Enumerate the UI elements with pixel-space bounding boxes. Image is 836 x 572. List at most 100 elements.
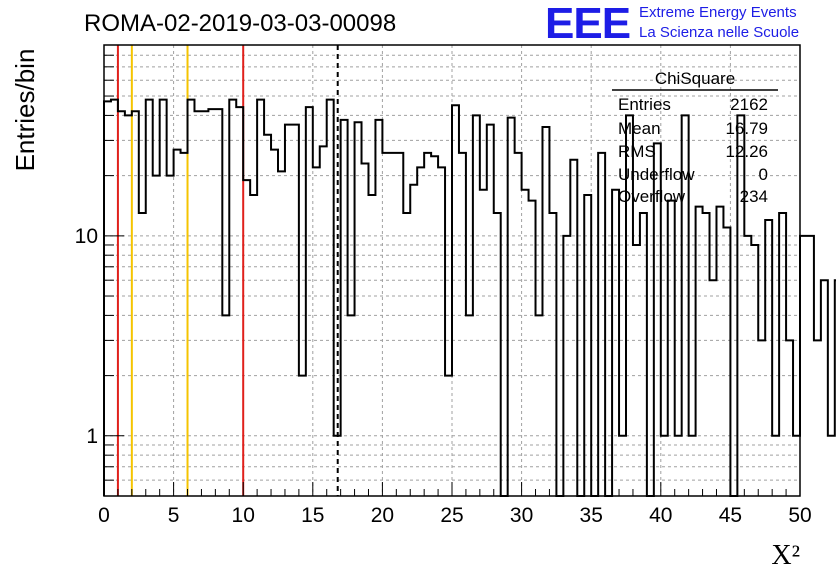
histogram-bin <box>619 436 626 496</box>
histogram-bin <box>257 100 264 496</box>
histogram-bin <box>229 100 236 496</box>
histogram-bin <box>779 213 786 496</box>
stats-label-mean: Mean <box>618 119 661 138</box>
histogram-bin <box>814 340 821 496</box>
histogram-bin <box>285 125 292 496</box>
histogram-bin <box>431 156 438 496</box>
histogram-bin <box>153 176 160 496</box>
histogram-bin <box>341 120 348 496</box>
stats-value-underflow: 0 <box>759 165 768 184</box>
histogram-bin <box>243 180 250 496</box>
histogram-bin <box>271 150 278 496</box>
histogram-bin <box>389 153 396 496</box>
histogram-bin <box>111 100 118 496</box>
histogram-bin <box>160 100 167 496</box>
stats-value-rms: 12.26 <box>725 142 768 161</box>
histogram-bin <box>132 111 139 496</box>
histogram-bin <box>410 185 417 496</box>
histogram-bin <box>800 236 807 496</box>
histogram-bin <box>549 213 556 496</box>
x-tick-label: 0 <box>98 504 110 527</box>
plot-title: ROMA-02-2019-03-03-00098 <box>84 10 397 37</box>
histogram-bin <box>250 195 257 496</box>
y-tick-label: 10 <box>75 225 98 248</box>
histogram-bin <box>751 245 758 496</box>
histogram-bin <box>821 280 828 496</box>
histogram-bin <box>716 207 723 496</box>
histogram-bin <box>146 100 153 496</box>
stats-value-entries: 2162 <box>730 95 768 114</box>
histogram-bin <box>125 115 132 496</box>
histogram-bin <box>744 236 751 496</box>
histogram-bin <box>689 436 696 496</box>
histogram-bin <box>299 376 306 496</box>
stats-label-entries: Entries <box>618 95 671 114</box>
x-tick-label: 45 <box>719 504 742 527</box>
histogram-bin <box>758 340 765 496</box>
histogram-bin <box>508 118 515 496</box>
histogram-bin <box>696 207 703 496</box>
histogram-bin <box>772 436 779 496</box>
histogram-bin <box>633 245 640 496</box>
histogram-bin <box>529 201 536 496</box>
histogram-bin <box>542 127 549 496</box>
histogram-bin <box>222 315 229 496</box>
histogram-bin <box>793 436 800 496</box>
histogram-bin <box>661 436 668 496</box>
histogram-bin <box>710 280 717 496</box>
histogram-bin <box>208 109 215 496</box>
x-tick-label: 5 <box>168 504 180 527</box>
histogram-bin <box>348 315 355 496</box>
histogram-bin <box>167 176 174 496</box>
y-axis-label: Entries/bin <box>10 49 40 172</box>
histogram-bin <box>382 153 389 496</box>
histogram-bin <box>334 436 341 496</box>
stats-title: ChiSquare <box>655 69 735 88</box>
histogram-bin <box>362 163 369 496</box>
histogram-bin <box>174 150 181 496</box>
x-tick-label: 40 <box>649 504 672 527</box>
histogram-bin <box>417 167 424 496</box>
histogram-bin <box>188 100 195 496</box>
histogram-bin <box>104 101 111 496</box>
histogram-bin <box>786 340 793 496</box>
logo-text-line2: La Scienza nelle Scuole <box>639 24 800 41</box>
histogram-bin <box>320 146 327 496</box>
histogram-bin <box>215 109 222 496</box>
x-tick-label: 15 <box>301 504 324 527</box>
histogram-bin <box>828 436 835 496</box>
x-tick-label: 20 <box>371 504 394 527</box>
histogram-series <box>103 98 836 497</box>
logo-mark: EEE <box>545 0 631 48</box>
histogram-bin <box>264 135 271 496</box>
x-tick-label: 50 <box>788 504 811 527</box>
histogram-bin <box>368 195 375 496</box>
logo-text-line1: Extreme Energy Events <box>639 4 797 21</box>
stats-label-overflow: Overflow <box>618 187 686 206</box>
histogram-bin <box>396 153 403 496</box>
histogram-bin <box>327 100 334 496</box>
histogram-bin <box>584 195 591 496</box>
histogram-bin <box>723 228 730 496</box>
histogram-bin <box>313 167 320 496</box>
histogram-bin <box>236 107 243 496</box>
histogram-bin <box>703 213 710 496</box>
histogram-bin <box>278 171 285 496</box>
histogram-bin <box>640 213 647 496</box>
histogram-bin <box>306 107 313 496</box>
x-tick-label: 30 <box>510 504 533 527</box>
histogram-bin <box>570 160 577 496</box>
histogram-bin <box>668 201 675 496</box>
histogram-bin <box>563 236 570 496</box>
histogram-bin <box>494 213 501 496</box>
histogram-bin <box>737 115 744 496</box>
eee-logo: EEE Extreme Energy Events La Scienza nel… <box>545 2 830 46</box>
axis-labels: 0 5 10 15 20 25 30 35 40 45 50 1 10 <box>75 225 812 527</box>
histogram-bin <box>445 376 452 496</box>
histogram-bin <box>194 111 201 496</box>
histogram-bin <box>452 105 459 496</box>
histogram-bin <box>466 315 473 496</box>
x-tick-label: 25 <box>440 504 463 527</box>
histogram-bin <box>675 436 682 496</box>
